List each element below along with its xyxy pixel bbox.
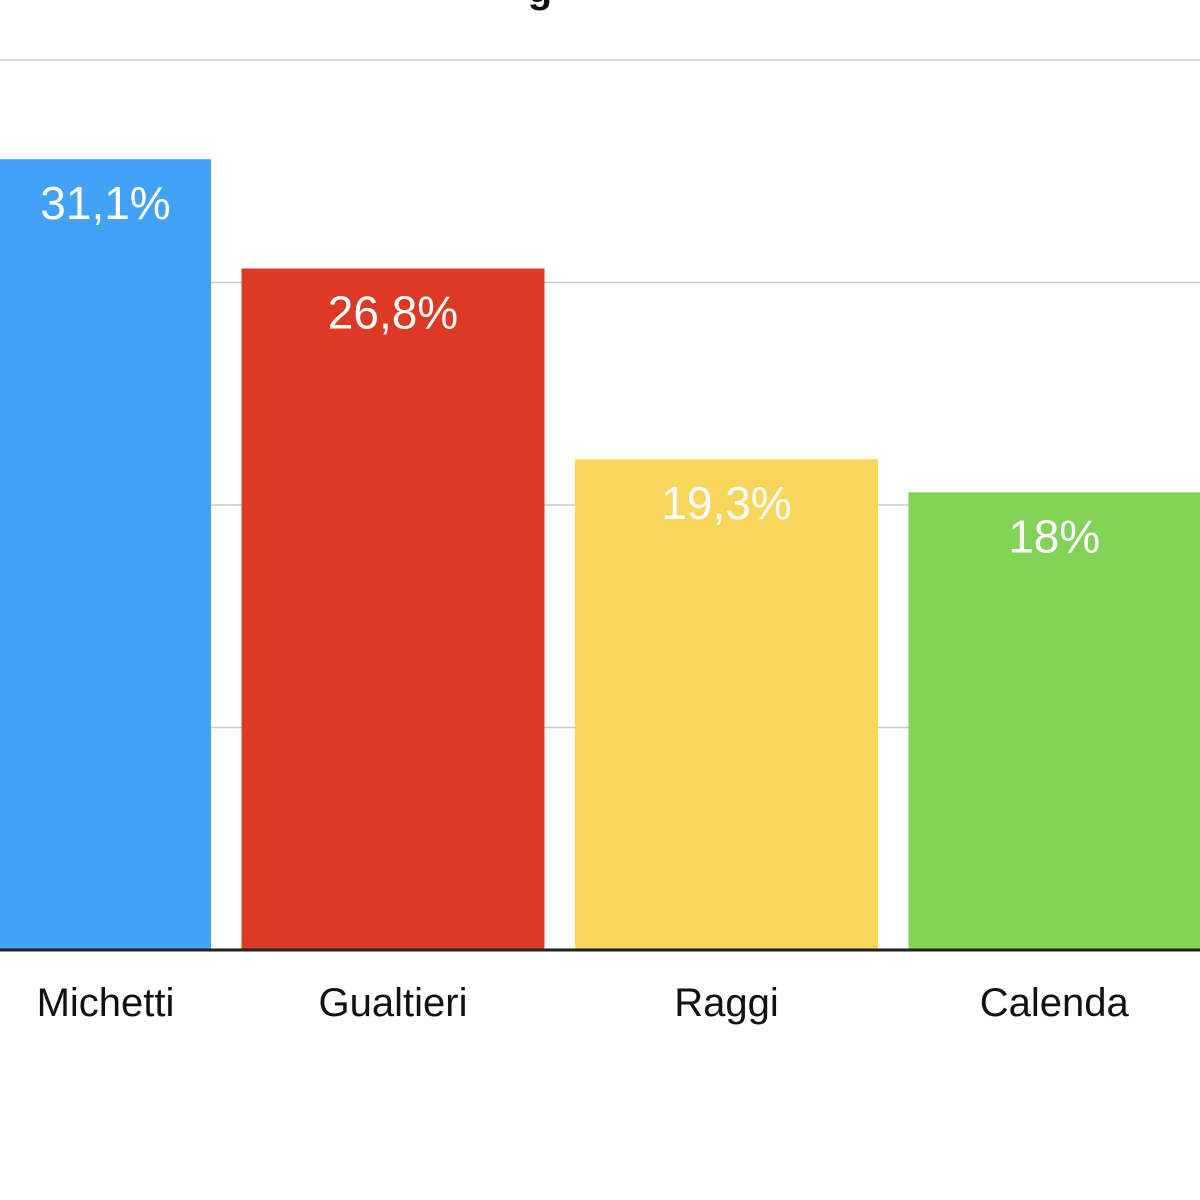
- bar-raggi: [575, 459, 878, 950]
- chart-title-fragment: g: [528, 0, 552, 11]
- category-label-gualtieri: Gualtieri: [319, 981, 468, 1025]
- bar-calenda: [908, 492, 1200, 950]
- category-label-raggi: Raggi: [674, 981, 779, 1025]
- category-labels: Michetti Gualtieri Raggi Calenda: [37, 981, 1130, 1025]
- category-label-michetti: Michetti: [37, 981, 175, 1025]
- category-label-calenda: Calenda: [980, 981, 1130, 1025]
- value-label-gualtieri: 26,8%: [328, 287, 458, 339]
- bars: [0, 159, 1200, 950]
- bar-michetti: [0, 159, 211, 950]
- value-label-calenda: 18%: [1008, 510, 1100, 562]
- value-label-michetti: 31,1%: [40, 177, 170, 229]
- value-labels: 31,1% 26,8% 19,3% 18%: [40, 177, 1100, 562]
- bar-gualtieri: [241, 268, 545, 950]
- value-label-raggi: 19,3%: [661, 477, 791, 529]
